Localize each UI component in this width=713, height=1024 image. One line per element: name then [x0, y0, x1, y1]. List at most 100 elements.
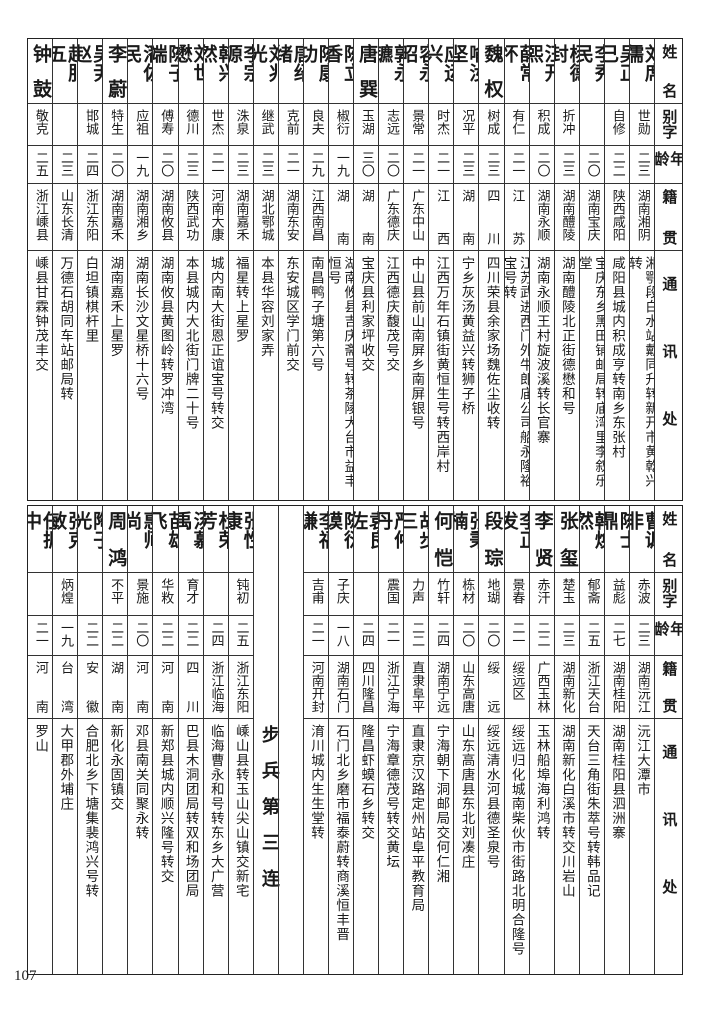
- person-zi: 栋材: [459, 578, 475, 604]
- person-age: 二二: [108, 621, 124, 647]
- header-origin: 籍贯: [660, 661, 679, 713]
- person-origin: 湖南嘉禾: [233, 189, 249, 241]
- person-name: 惠师尚: [128, 511, 153, 549]
- person-age: 二一: [509, 621, 525, 647]
- person-origin: 湖南嘉禾: [108, 189, 124, 241]
- person-address: 万德石胡同车站邮局转: [57, 256, 74, 401]
- person-origin: 安徽: [83, 661, 99, 713]
- person-name: 段琮: [481, 511, 504, 567]
- person-address: 隆昌虾蟆石乡转交: [358, 724, 375, 840]
- person-address: 本县华容刘家弄: [257, 256, 274, 358]
- person-origin: 湖南宝庆: [584, 189, 600, 241]
- person-address: 湖南新化白溪市转交川岩山: [558, 724, 575, 898]
- person-origin: 广东中山: [409, 189, 425, 241]
- person-column: 吴尹赵 邯城 二四 浙江东阳 白坦镇棋杆里: [77, 39, 103, 500]
- person-zi: 不平: [108, 578, 124, 604]
- person-origin: 河南: [133, 661, 149, 713]
- person-zi: 敬克: [32, 109, 48, 135]
- person-origin: 湖南石门: [333, 661, 349, 713]
- person-zi: 特生: [108, 109, 124, 135]
- person-origin: 河南大康: [208, 189, 224, 241]
- person-address: 湖南醴陵北正街德懋和号: [558, 256, 575, 416]
- person-origin: 浙江嵊县: [32, 189, 48, 241]
- person-column: 段琮 地瑚 二〇 绥远 绥远清水河县德圣泉号: [478, 506, 504, 974]
- person-name: 陈立香: [328, 44, 354, 82]
- person-name: 张克敏: [53, 511, 78, 549]
- person-zi: 地瑚: [484, 578, 500, 604]
- person-zi: 继武: [258, 109, 274, 135]
- person-zi: 志远: [384, 109, 399, 135]
- person-name: 吴尹赵: [78, 44, 103, 82]
- person-name: 魏权: [481, 44, 504, 98]
- person-name: 陈康功: [303, 44, 328, 82]
- person-column: 李秀民 二〇 湖南宝庆 宝庆东乡黑田铺邮局转庙湾里李叙乐堂: [578, 39, 604, 500]
- person-origin: 四川隆昌: [358, 661, 374, 713]
- person-column: 李宗源 洙泉 二三 湖南嘉禾 福星转上星罗: [227, 39, 253, 500]
- person-column: 潘佐民 应祖 一九 湖南湘乡 湖南长沙文星桥十六号: [127, 39, 153, 500]
- person-name: 张玺: [556, 511, 579, 567]
- person-name: 应运兴: [429, 44, 454, 82]
- person-origin: 湖南湘乡: [133, 189, 149, 241]
- header-name: 姓名: [660, 511, 679, 567]
- person-zi: 钝初: [233, 578, 249, 604]
- person-age: 二二: [409, 621, 425, 647]
- person-column: 容永昭 景常 二一 广东中山 中山县前山南屏乡南屏银号: [403, 39, 429, 500]
- person-column: 张克敏 炳煌 一九 台湾 大甲郡外埔庄: [52, 506, 78, 974]
- person-name: 严仲丹: [379, 511, 404, 549]
- person-column: 刘兆光 继武 二三 湖北鄂城 本县华容刘家弄: [252, 39, 278, 500]
- person-origin: 湖南攸县: [158, 189, 174, 241]
- person-address: 宝庆县利家坪收交: [358, 256, 375, 372]
- person-address: 石门北乡磨市福泰蔚转商溪恒丰晋: [333, 724, 350, 942]
- person-address: 城内南大街恩正谊宝号转交: [207, 256, 224, 430]
- person-zi: 益彪: [609, 578, 625, 604]
- person-zi: 况平: [459, 109, 475, 135]
- person-name: 汤慕禹: [178, 511, 203, 549]
- person-origin: 江西: [434, 189, 450, 245]
- person-address: 宁海章德茂号转交黄坛: [383, 724, 400, 869]
- person-age: 二二: [158, 621, 174, 647]
- person-column: 钟鼓 敬克 二五 浙江嵊县 嵊县甘霖钟茂丰交: [28, 39, 53, 500]
- person-age: 二三: [183, 151, 199, 177]
- header-column: 姓名 别字 年龄 籍贯 通讯处: [654, 506, 682, 974]
- person-address: 白坦镇棋杆里: [82, 256, 99, 343]
- person-origin: 广东德庆: [384, 189, 399, 241]
- person-column: 苗雄飞 华敉 二二 河南 新郑县城内顺兴隆号转交: [152, 506, 178, 974]
- person-origin: 浙江东阳: [233, 661, 249, 713]
- person-column: 张秉楠 栋材 二〇 山东高唐 山东高唐县东北刘凑庄: [453, 506, 479, 974]
- person-zi: 德川: [183, 109, 199, 135]
- person-column: 惠师尚 景施 二〇 河南 邓县南关同聚永转: [127, 506, 153, 974]
- person-column: 汤慕禹 育才 二二 四川 巴县木洞团局转双和场团局: [177, 506, 203, 974]
- person-address: 湖南攸县吉庆斋号转茶陵大台市益丰恒号: [328, 256, 354, 488]
- person-column: 赵服五 二三 山东长清 万德石胡同车站邮局转: [52, 39, 78, 500]
- person-column: 薛常怀 有仁 二一 江苏 江苏武进西门外牛郎庙公司船永隆裕宝号转: [503, 39, 529, 500]
- person-name: 杜荣芳: [203, 511, 228, 549]
- person-origin: 湖南东安: [283, 189, 299, 241]
- person-origin: 浙江临海: [208, 661, 224, 713]
- person-age: 二〇: [158, 151, 174, 177]
- person-origin: 山东高唐: [459, 661, 475, 713]
- person-address: 淯川城内生生堂转: [308, 724, 325, 840]
- person-origin: 陕西咸阳: [609, 189, 625, 241]
- person-zi: 邯城: [83, 109, 99, 135]
- person-age: 二一: [384, 621, 399, 647]
- person-address: 湖南长沙文星桥十六号: [132, 256, 149, 401]
- person-zi: 自修: [609, 109, 625, 135]
- person-address: 山东高唐县东北刘凑庄: [458, 724, 475, 869]
- person-address: 湖南桂阳县泗洲寨: [608, 724, 625, 840]
- person-origin: 绥远区: [509, 661, 525, 700]
- unit-column: 步兵第三连: [252, 506, 280, 974]
- person-age: 二〇: [459, 621, 475, 647]
- person-name: 李秀民: [579, 44, 604, 82]
- person-origin: 绥远: [484, 661, 500, 713]
- person-name: 陶子光: [78, 511, 103, 549]
- person-origin: 直隶阜平: [409, 661, 425, 713]
- person-name: 唐巽: [356, 44, 379, 98]
- person-zi: 子庆: [333, 578, 349, 604]
- person-origin: 河南: [32, 661, 48, 713]
- person-address: 绥远归化城南柴伙市街路北明合隆号: [508, 724, 525, 956]
- person-age: 二四: [83, 151, 99, 177]
- person-origin: 湖南新化: [559, 661, 575, 713]
- person-name: 喻汝坚: [454, 44, 479, 82]
- person-column: 郭永镳 志远 二〇 广东德庆 江西德庆馥茂号交: [378, 39, 404, 500]
- person-origin: 湖南: [108, 661, 124, 713]
